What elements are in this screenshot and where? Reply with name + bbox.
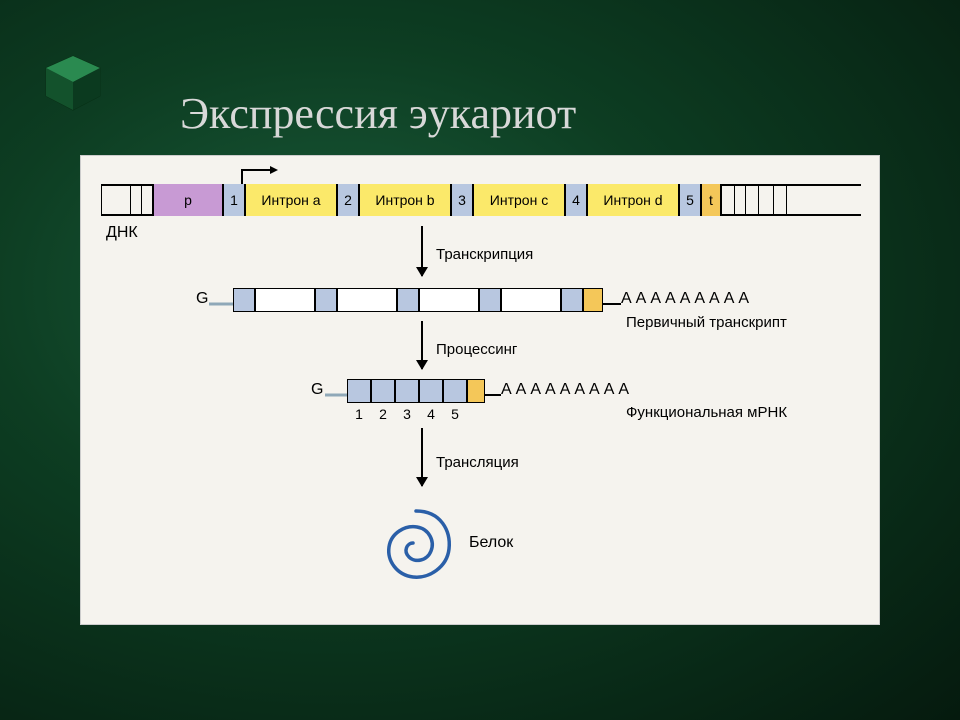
polyA-line-primary xyxy=(603,299,621,309)
slide-title: Экспрессия эукариот xyxy=(180,88,576,139)
polyA-mrna: ААААААААА xyxy=(501,381,633,399)
functional-mrna xyxy=(347,379,485,403)
step-transcription: Транскрипция xyxy=(436,246,533,263)
slide-bullet-icon xyxy=(38,48,108,118)
mrna-box-exon xyxy=(395,379,419,403)
mrna-exon-numbers: 12345 xyxy=(347,406,467,422)
mrna-exon-num: 4 xyxy=(419,406,443,422)
dna-seg-exon: 2 xyxy=(337,184,359,216)
dna-seg-intron: Интрон d xyxy=(587,184,679,216)
dna-seg-intron: Интрон a xyxy=(245,184,337,216)
transcript-box-exon xyxy=(561,288,583,312)
cap-g-mrna: G xyxy=(311,381,323,399)
mrna-exon-num: 3 xyxy=(395,406,419,422)
transcript-box-exon xyxy=(233,288,255,312)
dna-seg-intron: Интрон b xyxy=(359,184,451,216)
mrna-box-terminator xyxy=(467,379,485,403)
dna-label: ДНК xyxy=(106,224,138,242)
dna-seg-tick xyxy=(101,184,131,216)
primary-transcript xyxy=(233,288,603,312)
transcript-box-exon xyxy=(315,288,337,312)
transcript-box-terminator xyxy=(583,288,603,312)
mrna-exon-num: 2 xyxy=(371,406,395,422)
dna-seg-gap xyxy=(735,184,745,216)
cap-line-mrna xyxy=(325,390,347,400)
polyA-line-mrna xyxy=(485,390,501,400)
dna-seg-tick xyxy=(721,184,735,216)
dna-seg-tick xyxy=(141,184,153,216)
primary-transcript-label: Первичный транскрипт xyxy=(626,314,787,331)
arrow-transcription xyxy=(421,226,423,276)
transcript-box-intron xyxy=(419,288,479,312)
dna-seg-tick xyxy=(745,184,759,216)
polyA-primary: ААААААААА xyxy=(621,290,753,308)
expression-diagram: p1Интрон a2Интрон b3Интрон c4Интрон d5t … xyxy=(80,155,880,625)
transcript-box-exon xyxy=(479,288,501,312)
dna-seg-exon: 5 xyxy=(679,184,701,216)
protein-label: Белок xyxy=(469,534,513,552)
mrna-label: Функциональная мРНК xyxy=(626,404,787,421)
mrna-box-exon xyxy=(419,379,443,403)
dna-seg-exon: 3 xyxy=(451,184,473,216)
dna-seg-exon: 4 xyxy=(565,184,587,216)
dna-seg-gap xyxy=(759,184,773,216)
dna-seg-promoter: p xyxy=(153,184,223,216)
cap-g-primary: G xyxy=(196,290,208,308)
transcript-box-exon xyxy=(397,288,419,312)
transcript-box-intron xyxy=(255,288,315,312)
mrna-box-exon xyxy=(443,379,467,403)
dna-seg-tick xyxy=(773,184,787,216)
step-processing: Процессинг xyxy=(436,341,517,358)
dna-seg-exon: 1 xyxy=(223,184,245,216)
transcript-box-intron xyxy=(501,288,561,312)
dna-strand: p1Интрон a2Интрон b3Интрон c4Интрон d5t xyxy=(101,184,861,216)
dna-seg-gap xyxy=(131,184,141,216)
mrna-box-exon xyxy=(371,379,395,403)
mrna-exon-num: 5 xyxy=(443,406,467,422)
mrna-box-exon xyxy=(347,379,371,403)
cap-line-primary xyxy=(209,299,233,309)
transcript-box-intron xyxy=(337,288,397,312)
arrow-translation xyxy=(421,428,423,486)
mrna-exon-num: 1 xyxy=(347,406,371,422)
step-translation: Трансляция xyxy=(436,454,519,471)
dna-seg-intron: Интрон c xyxy=(473,184,565,216)
protein-spiral-icon xyxy=(371,501,461,596)
dna-seg-terminator: t xyxy=(701,184,721,216)
arrow-processing xyxy=(421,321,423,369)
dna-seg-gap xyxy=(787,184,861,216)
